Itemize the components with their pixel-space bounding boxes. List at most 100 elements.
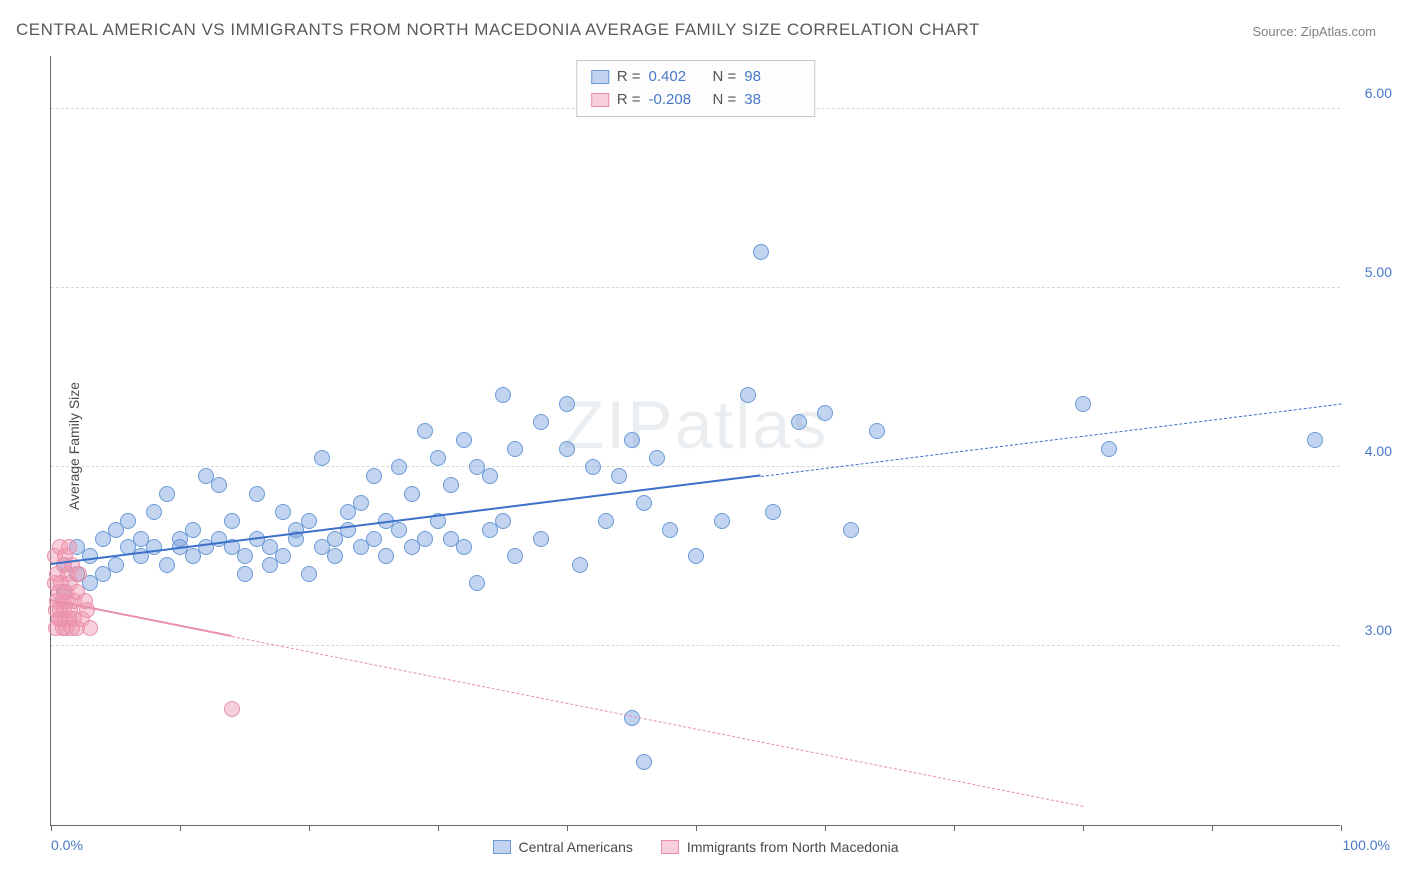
legend-item: Immigrants from North Macedonia <box>661 839 899 855</box>
scatter-point <box>224 701 240 717</box>
series-swatch <box>591 93 609 107</box>
scatter-point <box>533 531 549 547</box>
scatter-point <box>61 539 77 555</box>
scatter-point <box>314 450 330 466</box>
n-label: N = <box>713 89 737 112</box>
scatter-point <box>301 513 317 529</box>
scatter-point <box>482 468 498 484</box>
r-label: R = <box>617 66 641 89</box>
scatter-point <box>456 539 472 555</box>
scatter-point <box>159 486 175 502</box>
x-tick <box>825 825 826 831</box>
plot-area: ZIPatlas R =0.402N =98R =-0.208N =38 0.0… <box>50 56 1340 826</box>
scatter-point <box>237 566 253 582</box>
scatter-point <box>688 548 704 564</box>
bottom-legend: Central Americans Immigrants from North M… <box>492 839 898 855</box>
scatter-point <box>624 432 640 448</box>
scatter-point <box>224 513 240 529</box>
watermark-text: ZIPatlas <box>563 386 828 464</box>
scatter-point <box>765 504 781 520</box>
chart-title: CENTRAL AMERICAN VS IMMIGRANTS FROM NORT… <box>16 20 980 40</box>
x-tick <box>567 825 568 831</box>
r-value: 0.402 <box>649 66 705 89</box>
scatter-point <box>159 557 175 573</box>
gridline <box>51 645 1340 646</box>
x-axis-max-label: 100.0% <box>1343 837 1390 853</box>
trend-line-extrapolated <box>231 636 1083 807</box>
scatter-point <box>740 387 756 403</box>
scatter-point <box>469 575 485 591</box>
stats-row: R = 0.402 N = 98 <box>591 66 801 89</box>
r-label: R = <box>617 89 641 112</box>
x-tick <box>438 825 439 831</box>
r-value: -0.208 <box>649 89 705 112</box>
scatter-point <box>817 405 833 421</box>
scatter-point <box>340 522 356 538</box>
scatter-point <box>404 486 420 502</box>
scatter-point <box>108 557 124 573</box>
x-tick <box>309 825 310 831</box>
scatter-point <box>495 513 511 529</box>
scatter-point <box>366 531 382 547</box>
scatter-point <box>120 513 136 529</box>
scatter-point <box>636 495 652 511</box>
scatter-point <box>327 548 343 564</box>
scatter-point <box>572 557 588 573</box>
scatter-point <box>391 459 407 475</box>
scatter-point <box>598 513 614 529</box>
scatter-point <box>1075 396 1091 412</box>
scatter-point <box>533 414 549 430</box>
scatter-point <box>391 522 407 538</box>
scatter-point <box>1307 432 1323 448</box>
gridline <box>51 466 1340 467</box>
scatter-point <box>417 531 433 547</box>
scatter-point <box>301 566 317 582</box>
scatter-point <box>185 522 201 538</box>
scatter-point <box>869 423 885 439</box>
x-tick <box>1341 825 1342 831</box>
scatter-point <box>649 450 665 466</box>
series-swatch <box>591 70 609 84</box>
stats-row: R = -0.208 N = 38 <box>591 89 801 112</box>
legend-swatch <box>661 840 679 854</box>
y-tick-label: 5.00 <box>1365 264 1392 280</box>
scatter-point <box>275 504 291 520</box>
scatter-point <box>559 396 575 412</box>
legend-item: Central Americans <box>492 839 632 855</box>
y-tick-label: 6.00 <box>1365 85 1392 101</box>
n-value: 98 <box>744 66 800 89</box>
scatter-point <box>1101 441 1117 457</box>
scatter-point <box>146 539 162 555</box>
scatter-point <box>82 620 98 636</box>
legend-label: Central Americans <box>518 839 632 855</box>
x-tick <box>954 825 955 831</box>
scatter-point <box>636 754 652 770</box>
n-value: 38 <box>744 89 800 112</box>
scatter-point <box>507 548 523 564</box>
scatter-point <box>237 548 253 564</box>
scatter-point <box>417 423 433 439</box>
x-tick <box>1083 825 1084 831</box>
scatter-point <box>211 477 227 493</box>
y-tick-label: 4.00 <box>1365 443 1392 459</box>
scatter-point <box>146 504 162 520</box>
x-tick <box>51 825 52 831</box>
legend-swatch <box>492 840 510 854</box>
scatter-point <box>378 548 394 564</box>
scatter-point <box>275 548 291 564</box>
scatter-point <box>456 432 472 448</box>
scatter-point <box>843 522 859 538</box>
scatter-point <box>430 450 446 466</box>
x-tick <box>696 825 697 831</box>
scatter-point <box>249 486 265 502</box>
x-tick <box>1212 825 1213 831</box>
scatter-point <box>507 441 523 457</box>
scatter-point <box>662 522 678 538</box>
scatter-point <box>495 387 511 403</box>
legend-label: Immigrants from North Macedonia <box>687 839 899 855</box>
x-tick <box>180 825 181 831</box>
scatter-point <box>366 468 382 484</box>
scatter-point <box>714 513 730 529</box>
n-label: N = <box>713 66 737 89</box>
gridline <box>51 287 1340 288</box>
